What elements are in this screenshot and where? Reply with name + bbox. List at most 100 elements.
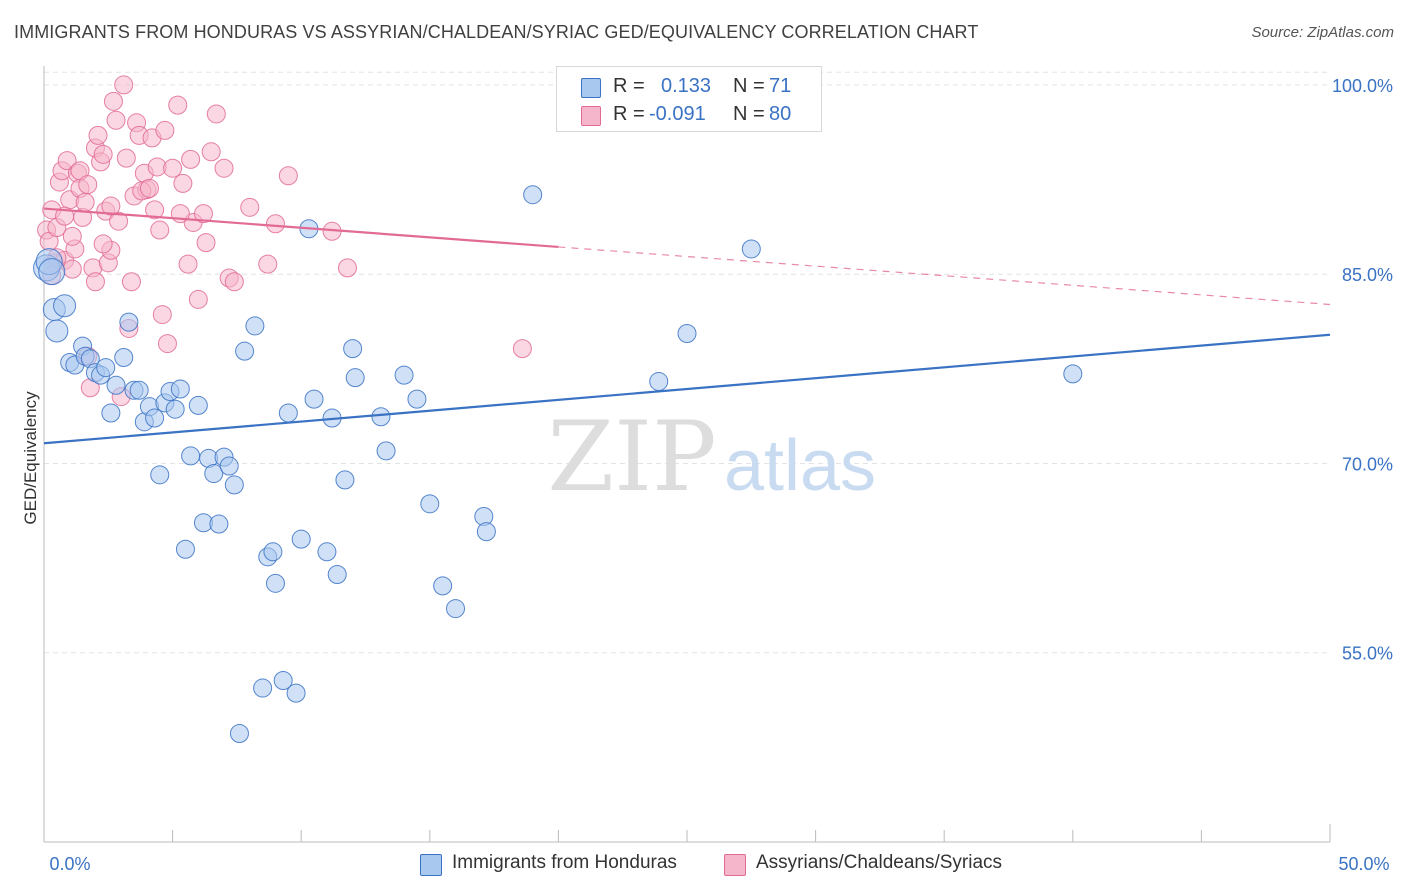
data-point-assyrian bbox=[103, 91, 123, 111]
data-point-assyrian bbox=[181, 149, 201, 169]
data-point-honduras bbox=[371, 407, 391, 427]
data-point-honduras bbox=[145, 408, 165, 428]
watermark-atlas: atlas bbox=[724, 426, 876, 506]
data-point-honduras bbox=[175, 539, 195, 559]
data-point-honduras bbox=[253, 678, 273, 698]
data-point-honduras bbox=[53, 294, 77, 318]
data-point-assyrian bbox=[512, 339, 532, 359]
data-point-honduras bbox=[188, 395, 208, 415]
x-tick-label: 0.0% bbox=[49, 854, 90, 874]
data-point-honduras bbox=[170, 379, 190, 399]
data-point-honduras bbox=[278, 403, 298, 423]
data-point-assyrian bbox=[88, 125, 108, 145]
data-point-assyrian bbox=[114, 75, 134, 95]
data-point-assyrian bbox=[201, 142, 221, 162]
y-tick-label: 100.0% bbox=[1332, 76, 1393, 96]
data-point-honduras bbox=[677, 323, 697, 343]
data-point-honduras bbox=[150, 465, 170, 485]
data-point-honduras bbox=[317, 542, 337, 562]
legend-n-value: 80 bbox=[769, 103, 792, 125]
data-point-honduras bbox=[394, 365, 414, 385]
data-point-honduras bbox=[45, 319, 69, 343]
data-point-assyrian bbox=[178, 254, 198, 274]
legend-swatch-blue bbox=[581, 78, 601, 98]
data-point-assyrian bbox=[157, 334, 177, 354]
data-point-honduras bbox=[106, 375, 126, 395]
trend-line-dashed bbox=[558, 246, 1331, 306]
data-point-assyrian bbox=[75, 192, 95, 212]
data-point-assyrian bbox=[163, 158, 183, 178]
data-point-honduras bbox=[38, 258, 66, 286]
data-point-honduras bbox=[476, 522, 496, 542]
data-point-assyrian bbox=[173, 173, 193, 193]
trend-line-solid bbox=[43, 207, 559, 249]
legend-r-label: R = bbox=[613, 75, 645, 97]
legend-label-honduras: Immigrants from Honduras bbox=[452, 852, 677, 873]
y-tick-label: 85.0% bbox=[1342, 265, 1393, 285]
data-point-assyrian bbox=[57, 151, 77, 171]
data-point-honduras bbox=[741, 239, 761, 259]
data-point-assyrian bbox=[93, 234, 113, 254]
trend-line-solid bbox=[43, 333, 1331, 445]
data-point-assyrian bbox=[116, 148, 136, 168]
data-point-honduras bbox=[165, 399, 185, 419]
data-point-honduras bbox=[335, 470, 355, 490]
data-point-honduras bbox=[245, 316, 265, 336]
data-point-honduras bbox=[327, 565, 347, 585]
correlation-legend: R = 0.133 N = 71 R = -0.091 N = 80 bbox=[556, 66, 822, 132]
data-point-assyrian bbox=[101, 196, 121, 216]
data-point-honduras bbox=[407, 389, 427, 409]
data-point-honduras bbox=[649, 371, 669, 391]
data-point-assyrian bbox=[109, 211, 129, 231]
data-point-assyrian bbox=[155, 120, 175, 140]
chart-title: IMMIGRANTS FROM HONDURAS VS ASSYRIAN/CHA… bbox=[14, 22, 979, 42]
data-point-honduras bbox=[420, 494, 440, 514]
legend-item-assyrians[interactable]: Assyrians/Chaldeans/Syriacs bbox=[724, 850, 1034, 878]
legend-row-pink: R = -0.091 N = 80 bbox=[557, 101, 821, 129]
data-point-honduras bbox=[224, 475, 244, 495]
legend-n-label: N = bbox=[733, 103, 765, 125]
legend-n-label: N = bbox=[733, 75, 765, 97]
data-point-assyrian bbox=[62, 226, 82, 246]
legend-swatch-pink bbox=[724, 854, 746, 876]
data-point-honduras bbox=[273, 670, 293, 690]
data-point-assyrian bbox=[224, 272, 244, 292]
data-point-assyrian bbox=[78, 175, 98, 195]
data-point-honduras bbox=[96, 358, 116, 378]
legend-swatch-pink bbox=[581, 106, 601, 126]
trend-lines bbox=[43, 207, 1331, 445]
legend-r-value: 0.133 bbox=[661, 75, 712, 97]
data-point-assyrian bbox=[240, 197, 260, 217]
data-point-honduras bbox=[345, 368, 365, 388]
legend-row-blue: R = 0.133 N = 71 bbox=[557, 73, 821, 101]
data-point-honduras bbox=[1063, 364, 1083, 384]
y-tick-label: 70.0% bbox=[1342, 454, 1393, 474]
watermark: ZIP atlas bbox=[547, 401, 876, 513]
data-point-honduras bbox=[343, 339, 363, 359]
data-point-honduras bbox=[304, 389, 324, 409]
data-point-honduras bbox=[265, 573, 285, 593]
data-point-assyrian bbox=[193, 204, 213, 224]
x-tick-label: 50.0% bbox=[1338, 854, 1389, 874]
data-point-honduras bbox=[101, 403, 121, 423]
legend-item-honduras[interactable]: Immigrants from Honduras bbox=[420, 850, 710, 878]
data-point-assyrian bbox=[188, 289, 208, 309]
chart-source: Source: ZipAtlas.com bbox=[1251, 24, 1394, 41]
series-pink-points bbox=[37, 75, 532, 407]
data-point-assyrian bbox=[150, 220, 170, 240]
data-point-assyrian bbox=[55, 206, 75, 226]
data-point-assyrian bbox=[258, 254, 278, 274]
data-point-assyrian bbox=[106, 110, 126, 130]
data-point-assyrian bbox=[121, 272, 141, 292]
data-point-honduras bbox=[181, 446, 201, 466]
data-point-assyrian bbox=[139, 178, 159, 198]
legend-label-assyrians: Assyrians/Chaldeans/Syriacs bbox=[756, 852, 1003, 873]
y-axis-label: GED/Equivalency bbox=[21, 391, 40, 525]
data-point-honduras bbox=[119, 312, 139, 332]
x-tick-labels: 0.0% 50.0% bbox=[49, 854, 1389, 874]
y-tick-label: 55.0% bbox=[1342, 644, 1393, 664]
data-point-honduras bbox=[204, 464, 224, 484]
data-point-honduras bbox=[235, 341, 255, 361]
data-point-honduras bbox=[209, 514, 229, 534]
